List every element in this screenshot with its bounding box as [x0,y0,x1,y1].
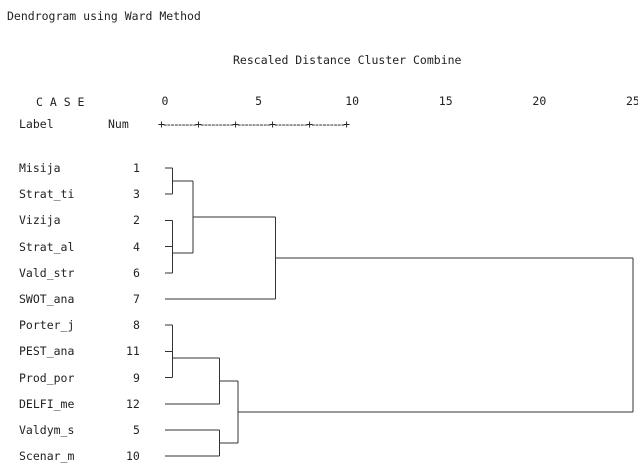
case-label: DELFI_me [19,396,75,411]
case-label: Vald_str [19,265,75,280]
case-number: 4 [133,239,140,254]
case-number: 3 [133,187,140,202]
case-number: 6 [133,265,140,280]
case-number: 11 [126,344,140,359]
case-label: Prod_por [19,370,75,385]
case-number: 2 [133,213,140,228]
scale-tick-label: 20 [532,94,547,108]
case-label: Porter_j [19,318,75,333]
scale-tick-label: 0 [161,94,169,108]
scale-subtitle: Rescaled Distance Cluster Combine [233,53,462,67]
scale-tick-label: 15 [438,94,453,108]
case-number: 7 [133,292,140,306]
case-number: 9 [133,370,140,385]
case-number: 8 [133,318,140,333]
num-column-header: Num [108,117,129,131]
case-label: SWOT_ana [19,292,75,306]
case-label: PEST_ana [19,344,75,359]
case-label: Scenar_m [19,449,75,464]
case-label: Strat_al [19,239,75,254]
case-label: Valdym_s [19,423,75,437]
case-number: 1 [133,161,140,175]
scale-tick-label: 10 [345,94,360,108]
case-header: C A S E [36,95,85,109]
case-label: Misija [19,161,61,175]
label-column-header: Label [19,117,54,131]
scale-tick-label: 5 [255,94,263,108]
case-label: Vizija [19,213,61,228]
dendrogram-title: Dendrogram using Ward Method [7,9,201,23]
case-number: 12 [126,396,140,411]
distance-ruler: +---------+---------+---------+---------… [158,117,350,131]
case-number: 10 [126,449,140,464]
case-number: 5 [133,423,140,437]
scale-tick-label: 25 [626,94,638,108]
case-label: Strat_ti [19,187,75,202]
